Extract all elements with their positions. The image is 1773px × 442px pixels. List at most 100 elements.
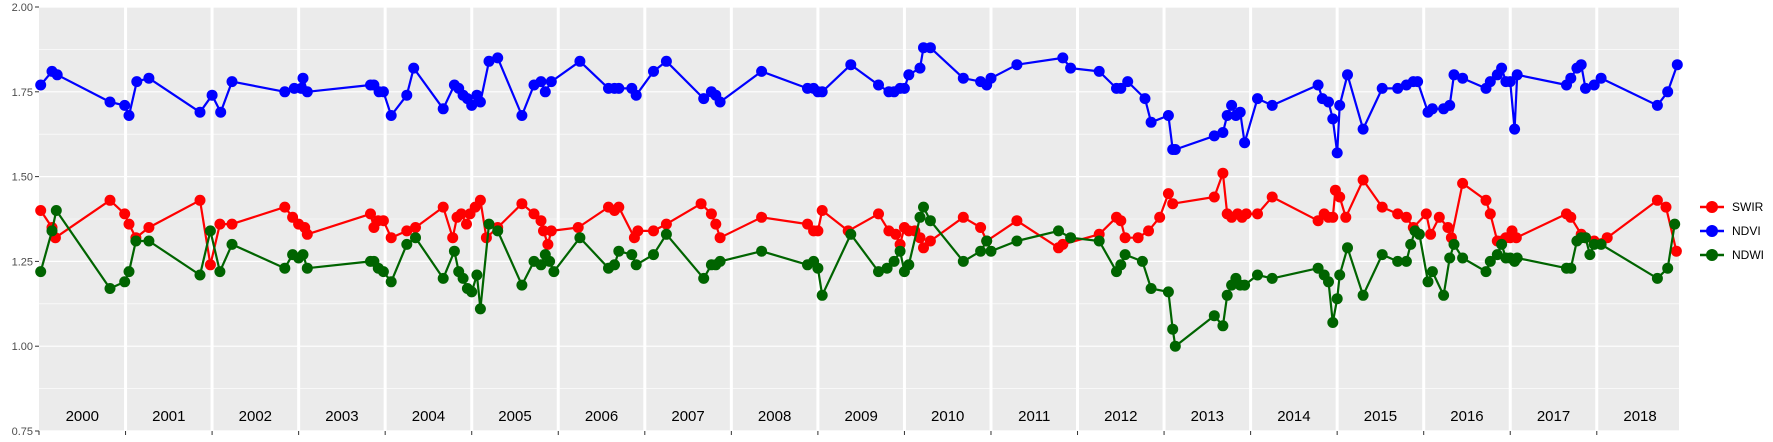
data-point-swir: [1433, 211, 1445, 223]
data-point-ndwi: [1480, 266, 1492, 278]
data-point-ndvi: [1595, 72, 1607, 84]
data-point-ndvi: [1444, 99, 1456, 111]
data-point-swir: [1119, 232, 1131, 244]
data-point-ndvi: [914, 62, 926, 74]
data-point-ndwi: [1334, 269, 1346, 281]
data-point-ndvi: [1327, 113, 1339, 125]
data-point-swir: [1376, 201, 1388, 213]
data-point-ndvi: [1011, 59, 1023, 71]
data-point-ndvi: [1504, 76, 1516, 88]
data-point-ndwi: [474, 303, 486, 315]
data-point-ndwi: [812, 262, 824, 274]
legend-item-ndvi: NDVI: [1700, 224, 1761, 238]
data-point-ndwi: [143, 235, 155, 247]
data-point-ndwi: [226, 238, 238, 250]
data-point-ndwi: [119, 276, 131, 288]
data-point-ndwi: [1093, 235, 1105, 247]
year-label: 2005: [498, 408, 531, 425]
data-point-ndvi: [1651, 99, 1663, 111]
data-point-ndvi: [297, 72, 309, 84]
data-point-swir: [1208, 191, 1220, 203]
data-point-ndwi: [609, 259, 620, 271]
data-point-ndwi: [50, 205, 62, 216]
data-point-ndwi: [1400, 255, 1412, 267]
data-point-swir: [1057, 238, 1069, 250]
legend-item-swir: SWIR: [1700, 200, 1764, 214]
data-point-ndvi: [535, 76, 547, 88]
data-point-swir: [535, 215, 547, 227]
data-point-swir: [214, 218, 226, 230]
data-point-swir: [710, 218, 722, 230]
data-point-ndvi: [1139, 93, 1151, 105]
data-point-swir: [1420, 208, 1432, 220]
data-point-swir: [756, 211, 768, 223]
data-point-swir: [1670, 245, 1682, 257]
data-point-swir: [816, 205, 828, 216]
data-point-swir: [385, 232, 397, 244]
data-point-swir: [1480, 194, 1492, 206]
data-point-ndvi: [408, 62, 420, 74]
data-point-ndwi: [516, 279, 528, 291]
data-point-ndvi: [1580, 82, 1591, 94]
data-point-swir: [613, 201, 625, 213]
data-point-ndwi: [1392, 255, 1404, 267]
y-tick-label: 1.50: [12, 172, 33, 184]
data-point-ndwi: [204, 225, 216, 237]
data-point-ndvi: [1496, 62, 1508, 74]
data-point-ndvi: [1509, 123, 1521, 135]
data-point-ndvi: [698, 93, 710, 105]
data-point-ndwi: [1217, 320, 1229, 332]
data-point-ndwi: [888, 255, 900, 267]
data-point-swir: [924, 235, 936, 247]
data-point-ndwi: [410, 232, 421, 244]
data-point-swir: [1154, 211, 1166, 223]
data-point-swir: [695, 198, 707, 210]
y-tick-label: 1.75: [12, 87, 33, 99]
data-point-swir: [480, 232, 492, 244]
data-point-ndwi: [1323, 276, 1334, 288]
data-point-ndwi: [714, 255, 726, 267]
data-point-ndvi: [539, 86, 551, 98]
data-point-ndvi: [1376, 82, 1388, 94]
data-point-ndvi: [385, 110, 397, 121]
data-point-ndwi: [1595, 238, 1607, 250]
data-point-ndvi: [492, 52, 504, 64]
data-point-ndvi: [1588, 79, 1600, 91]
data-point-ndwi: [1438, 289, 1450, 301]
data-point-swir: [1240, 208, 1252, 220]
data-point-ndvi: [985, 72, 997, 84]
data-point-ndwi: [1169, 340, 1181, 352]
data-point-ndwi: [1342, 242, 1353, 254]
data-point-ndwi: [626, 249, 638, 261]
data-point-ndvi: [1357, 123, 1369, 135]
data-point-ndvi: [1115, 82, 1127, 94]
data-point-swir: [455, 208, 467, 220]
data-point-ndwi: [471, 269, 483, 281]
y-axis: 0.75 1.00 1.25 1.50 1.75 2.00: [12, 2, 39, 438]
x-axis: [38, 431, 1598, 435]
data-point-swir: [226, 218, 238, 230]
data-point-ndwi: [957, 255, 969, 267]
data-point-ndwi: [279, 262, 291, 274]
data-point-swir: [1660, 201, 1672, 213]
data-point-ndwi: [301, 262, 313, 274]
data-point-ndwi: [457, 272, 469, 284]
data-point-ndvi: [279, 86, 291, 98]
series: [35, 42, 1683, 352]
data-point-ndvi: [756, 65, 768, 77]
data-point-ndwi: [1565, 262, 1577, 274]
data-point-swir: [447, 232, 459, 244]
data-point-ndwi: [1422, 276, 1434, 288]
data-point-swir: [1651, 194, 1663, 206]
data-point-swir: [119, 208, 131, 220]
data-point-ndwi: [1584, 249, 1596, 261]
data-point-swir: [542, 238, 554, 250]
y-tick-label: 1.00: [12, 341, 33, 353]
data-point-ndwi: [1376, 249, 1388, 261]
data-point-swir: [705, 208, 717, 220]
year-label: 2000: [66, 408, 99, 425]
data-point-ndwi: [214, 266, 226, 278]
data-point-ndvi: [1221, 110, 1233, 121]
data-point-ndvi: [873, 79, 884, 91]
data-point-ndwi: [1011, 235, 1023, 247]
